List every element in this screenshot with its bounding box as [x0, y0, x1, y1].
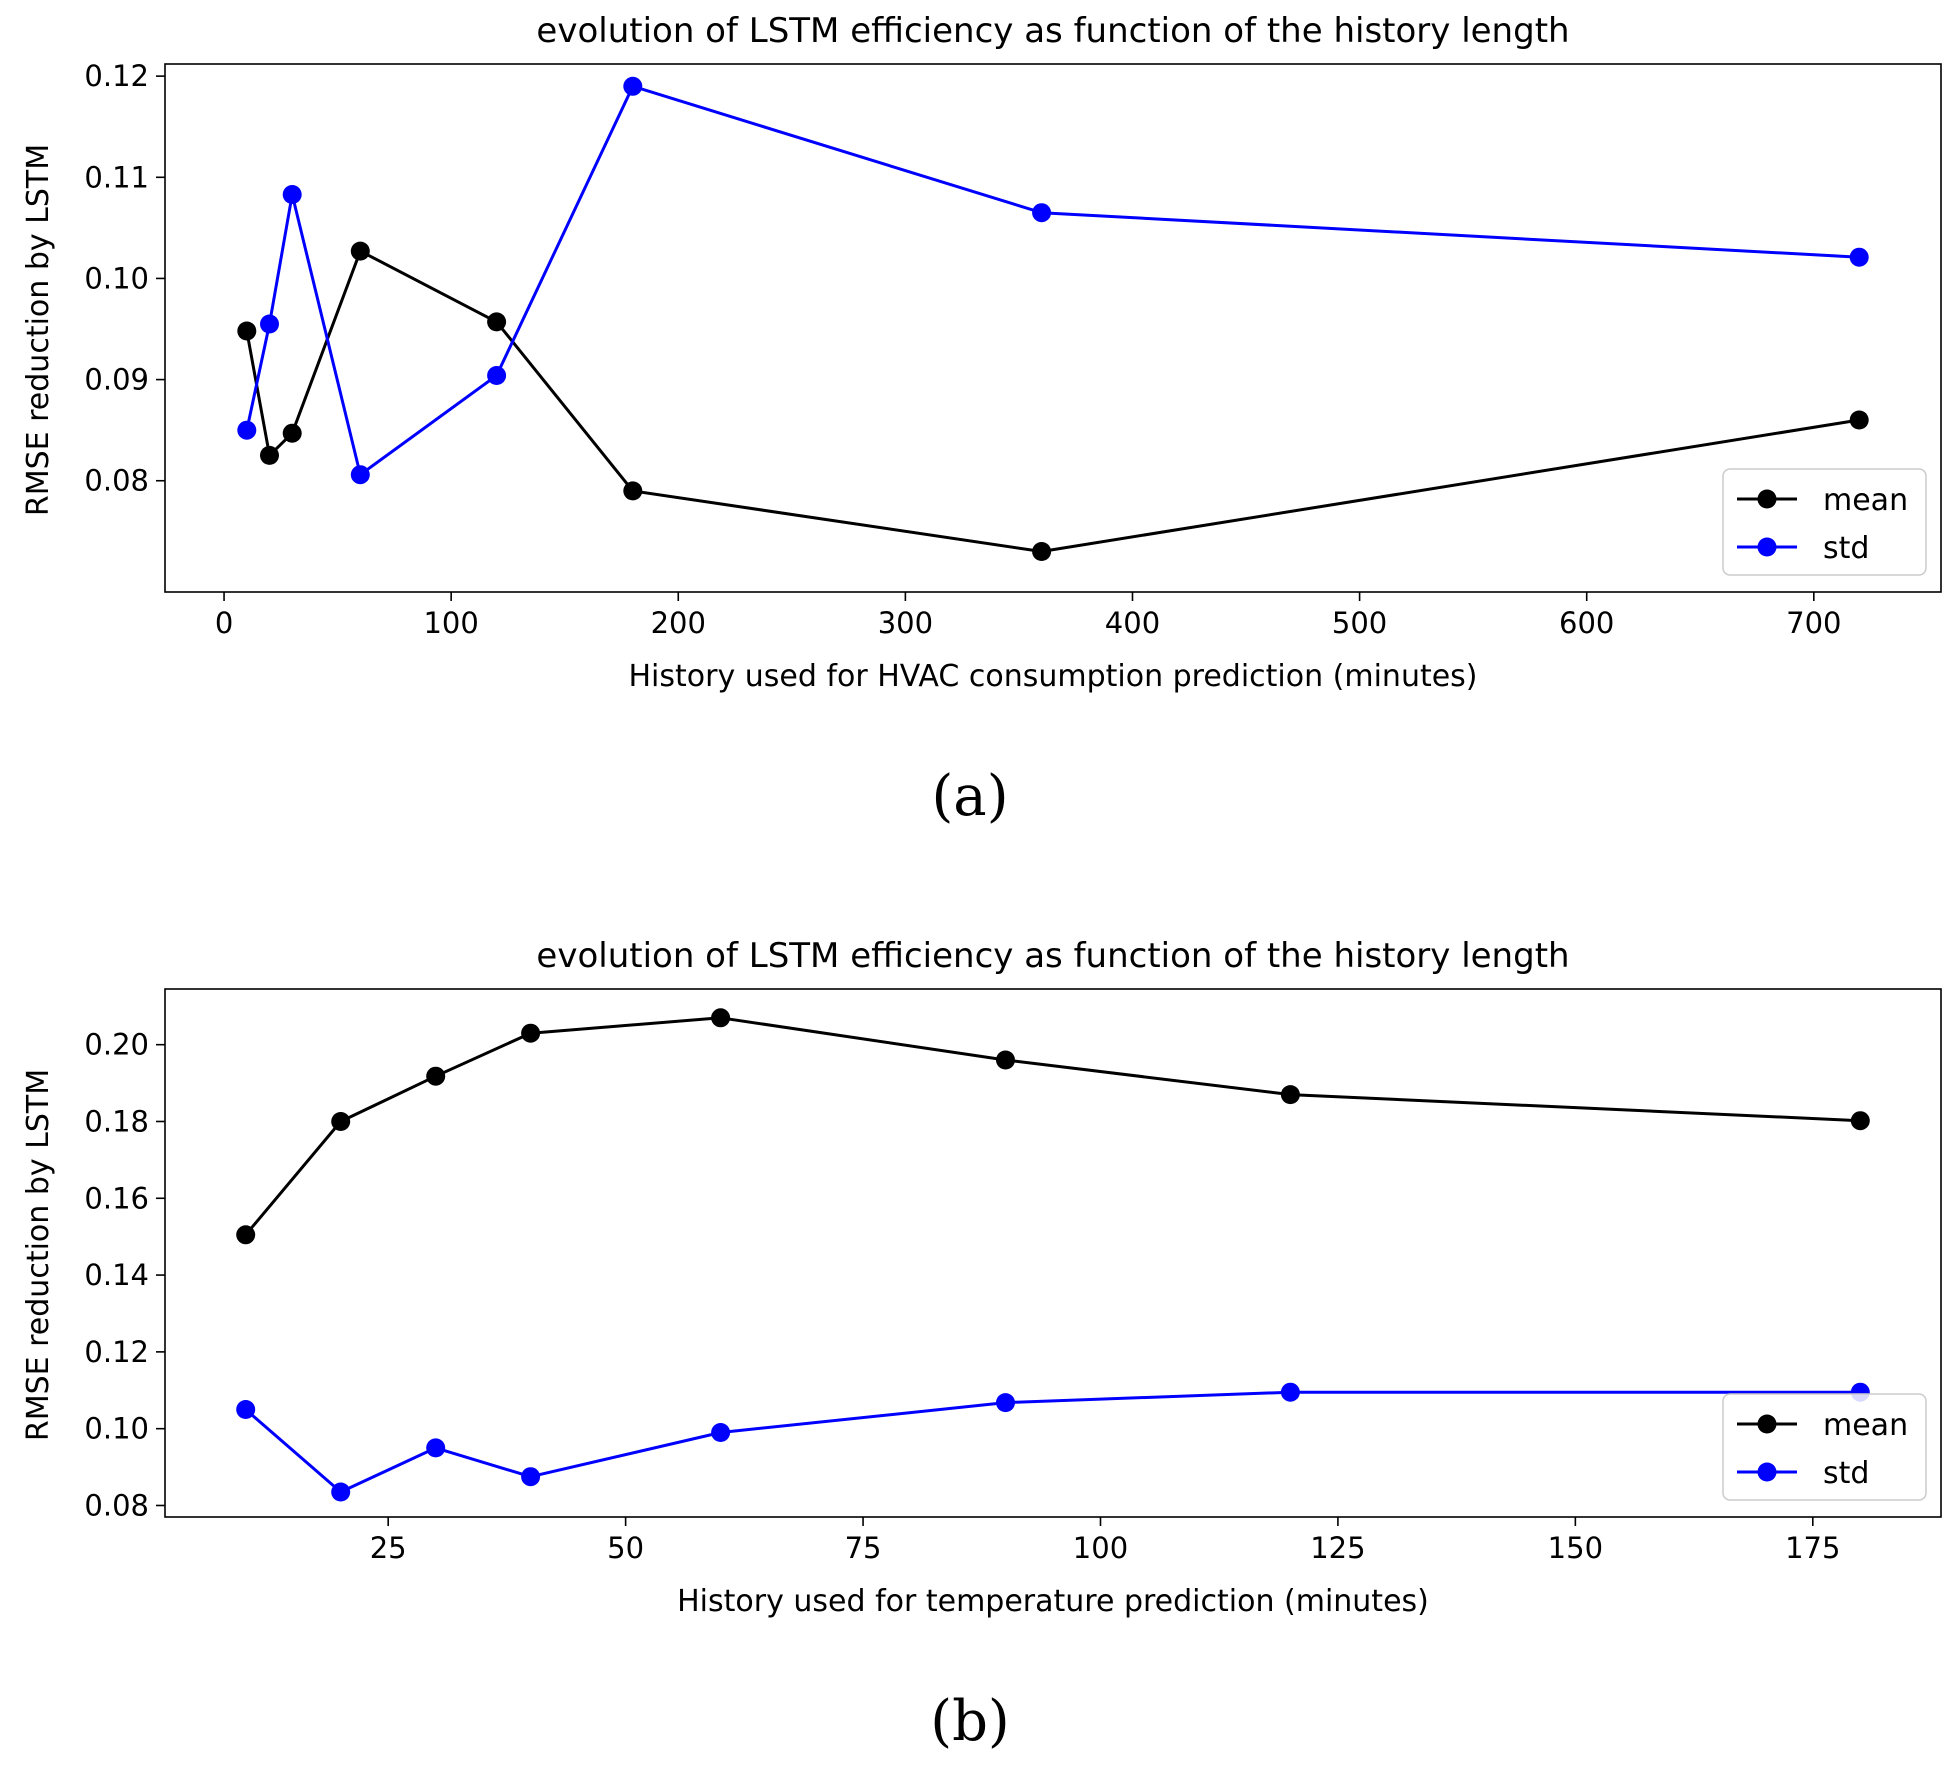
data-point-mean — [521, 1023, 541, 1043]
y-axis-label: RMSE reduction by LSTM — [21, 1069, 56, 1441]
y-ticks: 0.08 0.10 0.12 0.14 0.16 0.18 0.20 — [84, 1028, 165, 1522]
data-point-mean — [426, 1066, 446, 1086]
plot-frame — [164, 63, 1942, 593]
legend-marker-mean — [1757, 489, 1777, 509]
x-ticks: 25 50 75 100 125 150 175 — [370, 1517, 1840, 1565]
data-point-mean — [1849, 410, 1869, 430]
chart-panel-b: evolution of LSTM efficiency as function… — [21, 936, 1942, 1754]
y-tick-label: 0.08 — [84, 464, 149, 498]
chart-title: evolution of LSTM efficiency as function… — [536, 936, 1569, 976]
x-tick-label: 700 — [1786, 606, 1841, 640]
y-tick-label: 0.08 — [84, 1488, 149, 1522]
x-tick-label: 600 — [1559, 606, 1614, 640]
legend-marker-mean — [1757, 1414, 1777, 1434]
series-line-mean — [244, 1016, 1861, 1236]
data-point-std — [1032, 203, 1052, 223]
x-tick-label: 0 — [215, 606, 233, 640]
data-point-mean — [260, 445, 279, 465]
y-ticks: 0.08 0.09 0.10 0.11 0.12 — [84, 59, 165, 498]
x-tick-label: 300 — [878, 606, 933, 640]
x-tick-label: 100 — [1073, 1531, 1128, 1565]
legend: mean std — [1722, 468, 1927, 576]
x-axis-label: History used for HVAC consumption predic… — [628, 659, 1477, 694]
x-ticks: 0 100 200 300 400 500 600 700 — [215, 592, 1841, 640]
series-line-std — [244, 1390, 1861, 1494]
series-line-std — [245, 84, 1860, 477]
data-point-std — [996, 1393, 1015, 1413]
data-point-mean — [350, 241, 370, 261]
chart-panel-a: evolution of LSTM efficiency as function… — [21, 11, 1942, 829]
data-point-mean — [487, 312, 507, 332]
data-point-mean — [711, 1008, 731, 1028]
data-point-mean — [282, 423, 302, 443]
legend-entry-std: std — [1737, 531, 1869, 566]
data-point-std — [350, 465, 370, 485]
data-point-std — [521, 1467, 541, 1487]
legend-label-std: std — [1823, 1456, 1869, 1491]
data-point-std — [331, 1482, 351, 1502]
y-tick-label: 0.10 — [84, 261, 149, 295]
x-tick-label: 100 — [423, 606, 478, 640]
series-line-mean — [245, 249, 1860, 553]
y-tick-label: 0.12 — [84, 59, 149, 93]
data-point-std — [623, 76, 643, 96]
plot-frame — [164, 988, 1942, 1518]
x-tick-label: 400 — [1105, 606, 1160, 640]
legend: mean std — [1722, 1393, 1927, 1501]
legend-entry-mean: mean — [1737, 483, 1908, 518]
series-layer — [237, 76, 1869, 561]
data-point-std — [260, 314, 279, 334]
x-tick-label: 200 — [651, 606, 706, 640]
data-point-mean — [331, 1112, 351, 1131]
data-point-mean — [623, 481, 643, 501]
data-point-std — [487, 366, 507, 385]
x-tick-label: 25 — [370, 1531, 407, 1565]
figure-caption: (b) — [930, 1689, 1010, 1754]
data-point-std — [237, 420, 257, 440]
legend-entry-std: std — [1737, 1456, 1869, 1491]
data-point-std — [426, 1438, 446, 1458]
y-tick-label: 0.10 — [84, 1412, 149, 1446]
legend-label-mean: mean — [1823, 483, 1908, 518]
legend-entry-mean: mean — [1737, 1408, 1908, 1443]
data-point-std — [1849, 247, 1869, 267]
x-tick-label: 75 — [845, 1531, 882, 1565]
y-axis-label: RMSE reduction by LSTM — [21, 144, 56, 516]
legend-marker-std — [1757, 537, 1777, 557]
y-tick-label: 0.12 — [84, 1335, 149, 1369]
x-tick-label: 175 — [1785, 1531, 1840, 1565]
y-tick-label: 0.18 — [84, 1104, 149, 1138]
data-point-mean — [236, 1225, 256, 1245]
x-tick-label: 125 — [1310, 1531, 1365, 1565]
y-tick-label: 0.11 — [84, 160, 149, 194]
x-tick-label: 150 — [1548, 1531, 1603, 1565]
legend-label-mean: mean — [1823, 1408, 1908, 1443]
legend-label-std: std — [1823, 531, 1869, 566]
x-axis-label: History used for temperature prediction … — [677, 1584, 1429, 1619]
data-point-mean — [996, 1050, 1015, 1070]
data-point-std — [236, 1400, 256, 1419]
data-point-mean — [1032, 542, 1052, 561]
data-point-mean — [1280, 1085, 1300, 1105]
series-layer — [236, 1008, 1870, 1502]
data-point-std — [711, 1423, 731, 1442]
data-point-mean — [237, 321, 257, 341]
y-tick-label: 0.20 — [84, 1028, 149, 1062]
legend-marker-std — [1757, 1462, 1777, 1482]
chart-title: evolution of LSTM efficiency as function… — [536, 11, 1569, 51]
data-point-std — [1280, 1382, 1300, 1402]
x-tick-label: 500 — [1332, 606, 1387, 640]
x-tick-label: 50 — [607, 1531, 644, 1565]
data-point-mean — [1850, 1111, 1870, 1131]
y-tick-label: 0.14 — [84, 1258, 149, 1292]
y-tick-label: 0.16 — [84, 1181, 149, 1215]
data-point-std — [282, 185, 302, 204]
y-tick-label: 0.09 — [84, 363, 149, 397]
figure-caption: (a) — [931, 764, 1008, 829]
